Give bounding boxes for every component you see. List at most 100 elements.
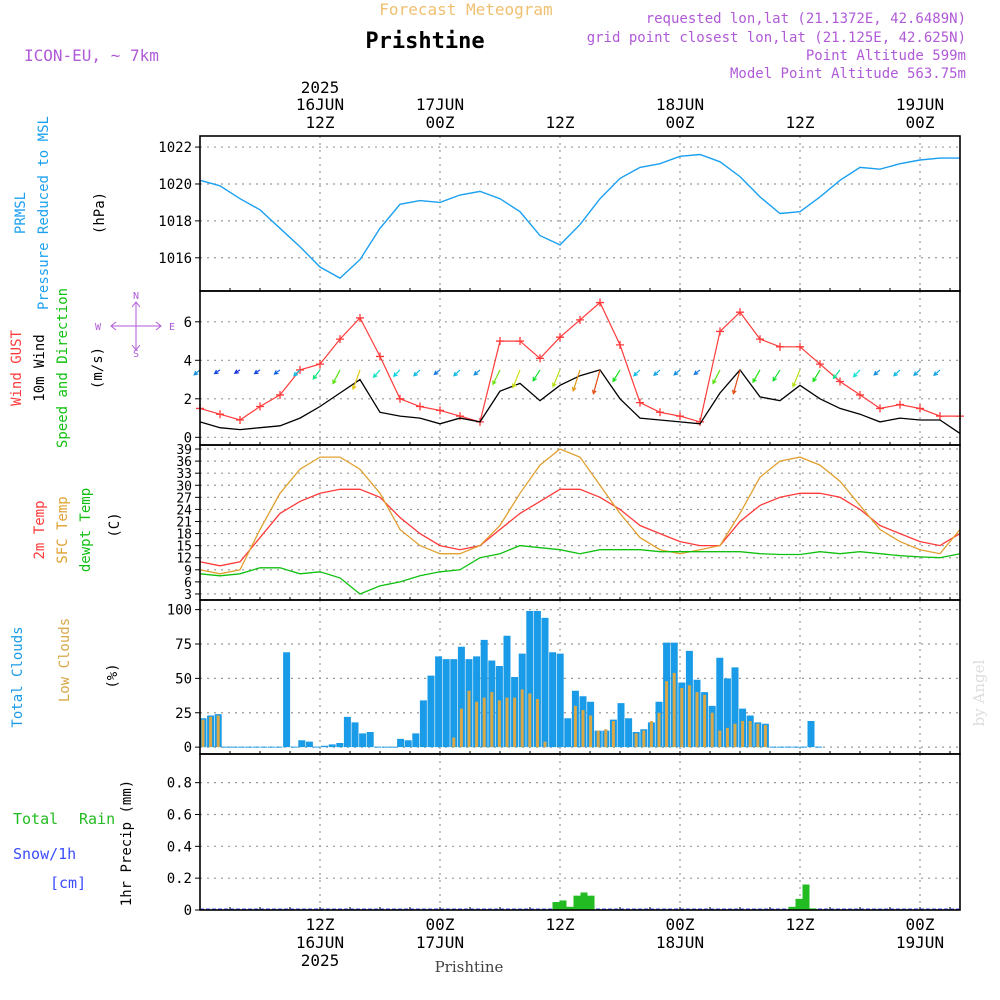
bottom-axis-date: 19JUN — [896, 933, 944, 952]
compass-north: N — [133, 291, 139, 302]
gust-point — [336, 335, 344, 344]
gust-point — [796, 342, 804, 351]
bottom-axis-year: 2025 — [301, 951, 340, 970]
bottom-axis-hour: 00Z — [666, 915, 695, 934]
total-clouds-label: Total Clouds — [10, 626, 26, 727]
wind-arrow — [293, 369, 301, 377]
low-cloud-bar — [649, 721, 653, 748]
wind-arrow — [812, 369, 821, 383]
bottom-axis-hour: 12Z — [546, 915, 575, 934]
compass-east: E — [169, 322, 175, 333]
total-cloud-bar — [549, 652, 557, 748]
low-cloud-bar — [505, 697, 509, 748]
wind-arrow — [453, 369, 461, 377]
gust-point — [616, 340, 624, 349]
low-cloud-bar — [725, 727, 729, 748]
rain-bar — [795, 898, 803, 910]
low-cloud-bar — [657, 712, 661, 748]
total-cloud-bar — [397, 738, 405, 748]
gust-point — [216, 410, 224, 419]
wind-speed-dir-label: Speed and Direction — [55, 288, 71, 448]
top-axis-date: 18JUN — [656, 95, 704, 114]
low-cloud-bar — [763, 725, 767, 748]
wind-arrow — [273, 369, 281, 375]
low-cloud-bar — [672, 672, 676, 748]
low-cloud-bar — [665, 681, 669, 748]
low-cloud-bar — [634, 733, 638, 748]
dewpt-label: dewpt Temp — [78, 488, 94, 572]
total-cloud-bar — [450, 659, 458, 748]
gust-point — [436, 406, 444, 415]
ytick-label: 0.4 — [167, 839, 192, 855]
wind-arrow — [492, 369, 501, 386]
total-cloud-bar — [625, 718, 633, 748]
wind-arrow — [873, 369, 881, 376]
gust-point — [356, 313, 364, 322]
bottom-axis-hour: 12Z — [306, 915, 335, 934]
top-axis-date: 17JUN — [416, 95, 464, 114]
panel-frame — [199, 444, 961, 601]
total-cloud-bar — [617, 703, 625, 748]
wind-arrow — [332, 369, 341, 385]
prmsl-label: PRMSL — [13, 192, 29, 234]
total-cloud-bar — [723, 678, 731, 748]
wind-arrow — [473, 369, 481, 376]
total-cloud-bar — [419, 700, 427, 748]
total-cloud-bar — [457, 646, 465, 748]
low-cloud-bar — [642, 730, 646, 748]
total-cloud-bar — [283, 652, 291, 748]
wind-arrow — [933, 369, 941, 377]
wind-arrow — [392, 369, 401, 378]
total-cloud-bar — [442, 659, 450, 748]
top-axis-hour: 12Z — [786, 113, 815, 132]
model-altitude: Model Point Altitude 563.75m — [730, 66, 966, 82]
top-axis-hour: 12Z — [546, 113, 575, 132]
wind-10m-label: 10m Wind — [32, 334, 48, 401]
temp2m-label: 2m Temp — [32, 500, 48, 559]
gust-point — [256, 402, 264, 411]
bottom-axis-hour: 00Z — [426, 915, 455, 934]
wind-arrow — [772, 369, 781, 382]
ytick-label: 0.8 — [167, 776, 192, 792]
gust-point — [456, 412, 464, 421]
total-cloud-bar — [305, 741, 313, 748]
total-cloud-bar — [480, 639, 488, 748]
total-cloud-bar — [731, 667, 739, 748]
rain-bar — [559, 900, 567, 910]
ytick-label: 1016 — [158, 251, 192, 267]
low-cloud-bar — [695, 692, 699, 748]
total-cloud-bar — [541, 617, 549, 748]
wind-arrow — [532, 369, 541, 382]
gust-point — [916, 404, 924, 413]
watermark: by Angel — [970, 659, 988, 726]
ytick-label: 36 — [176, 455, 192, 470]
wind-unit-label: (m/s) — [90, 347, 106, 389]
low-cloud-bar — [733, 723, 737, 748]
pressure-line — [199, 153, 960, 279]
low-cloud-bar — [611, 721, 615, 748]
panel-frame — [199, 135, 961, 292]
ytick-label: 0.2 — [167, 871, 192, 887]
wind-arrow — [731, 369, 741, 395]
wind-arrow — [193, 369, 201, 376]
point-altitude: Point Altitude 599m — [806, 48, 966, 64]
top-axis-date: 19JUN — [896, 95, 944, 114]
wind-arrow — [752, 369, 761, 384]
gust-point — [876, 404, 884, 413]
total-cloud-bar — [298, 740, 306, 748]
rain-bar — [587, 895, 595, 910]
ytick-label: 1018 — [158, 214, 192, 230]
low-cloud-bar — [490, 692, 494, 748]
gust-point — [596, 298, 604, 307]
gust-point — [856, 390, 864, 399]
low-cloud-bar — [475, 701, 479, 748]
product-title: Forecast Meteogram — [379, 0, 552, 19]
gust-point — [776, 342, 784, 351]
bottom-axis-date: 16JUN — [296, 933, 344, 952]
ytick-label: 15 — [176, 540, 192, 555]
low-cloud-bar — [596, 730, 600, 748]
requested-coords: requested lon,lat (21.1372E, 42.6489N) — [646, 11, 966, 27]
compass-west: W — [95, 322, 102, 333]
low-cloud-bar — [452, 737, 456, 748]
total-cloud-bar — [526, 611, 534, 748]
